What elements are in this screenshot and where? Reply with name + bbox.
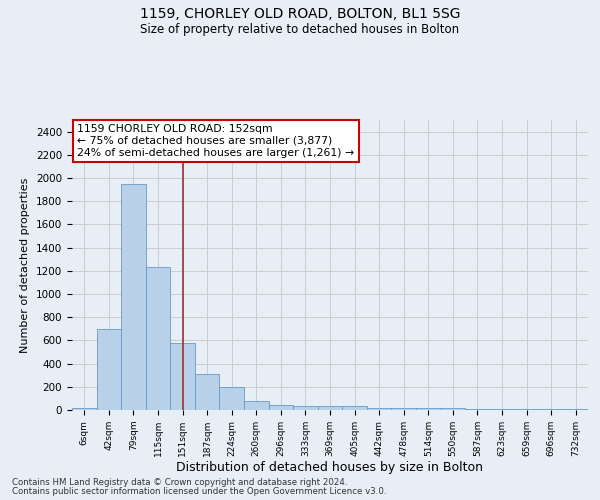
Bar: [244, 400, 269, 410]
Bar: [293, 406, 318, 410]
Bar: [170, 342, 195, 410]
Bar: [97, 329, 121, 410]
Bar: [121, 184, 146, 410]
Text: 1159, CHORLEY OLD ROAD, BOLTON, BL1 5SG: 1159, CHORLEY OLD ROAD, BOLTON, BL1 5SG: [140, 8, 460, 22]
Bar: [539, 409, 563, 410]
Bar: [342, 406, 367, 410]
Text: Contains HM Land Registry data © Crown copyright and database right 2024.: Contains HM Land Registry data © Crown c…: [12, 478, 347, 487]
Bar: [72, 408, 97, 410]
Bar: [318, 406, 342, 410]
Bar: [416, 408, 440, 410]
Bar: [146, 268, 170, 410]
Bar: [391, 408, 416, 410]
Bar: [195, 374, 220, 410]
Text: Contains public sector information licensed under the Open Government Licence v3: Contains public sector information licen…: [12, 487, 386, 496]
Bar: [440, 408, 465, 410]
Y-axis label: Number of detached properties: Number of detached properties: [20, 178, 31, 352]
Text: Size of property relative to detached houses in Bolton: Size of property relative to detached ho…: [140, 22, 460, 36]
Bar: [220, 387, 244, 410]
Text: 1159 CHORLEY OLD ROAD: 152sqm
← 75% of detached houses are smaller (3,877)
24% o: 1159 CHORLEY OLD ROAD: 152sqm ← 75% of d…: [77, 124, 354, 158]
Bar: [563, 409, 588, 410]
Bar: [269, 405, 293, 410]
Text: Distribution of detached houses by size in Bolton: Distribution of detached houses by size …: [176, 461, 484, 474]
Bar: [367, 408, 391, 410]
